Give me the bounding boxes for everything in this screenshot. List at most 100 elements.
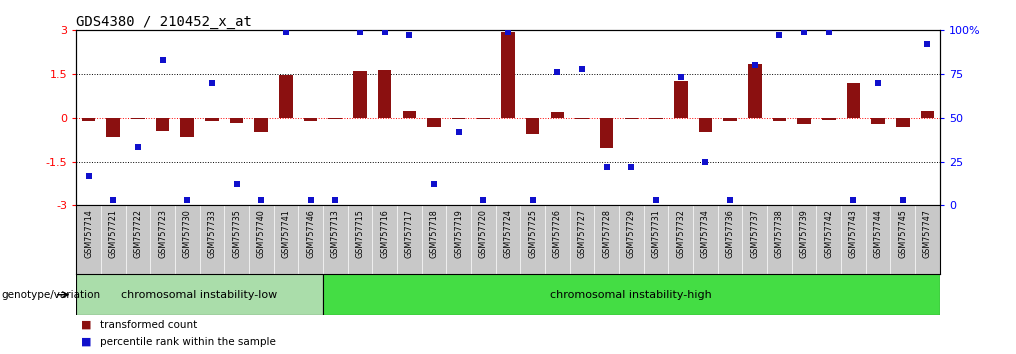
Bar	[625, 118, 638, 119]
Bar	[304, 118, 317, 121]
Text: GSM757716: GSM757716	[380, 209, 389, 257]
Point	[919, 41, 936, 47]
Bar	[205, 118, 218, 121]
Bar	[131, 118, 144, 119]
Text: GSM757732: GSM757732	[677, 209, 685, 258]
Point	[229, 182, 245, 187]
Point	[796, 29, 812, 35]
Bar	[402, 111, 417, 118]
Point	[426, 182, 442, 187]
Bar	[452, 118, 465, 119]
Text: percentile rank within the sample: percentile rank within the sample	[100, 337, 275, 347]
Text: GSM757737: GSM757737	[750, 209, 759, 258]
Point	[327, 197, 343, 203]
Point	[895, 197, 911, 203]
Point	[303, 197, 319, 203]
Text: GSM757718: GSM757718	[430, 209, 439, 257]
Text: GSM757724: GSM757724	[504, 209, 512, 258]
Text: GSM757745: GSM757745	[898, 209, 907, 258]
Point	[550, 69, 566, 75]
Text: GSM757736: GSM757736	[725, 209, 735, 257]
Point	[574, 66, 590, 72]
Bar	[551, 113, 564, 118]
Point	[524, 197, 541, 203]
Text: GSM757746: GSM757746	[306, 209, 315, 257]
Text: GSM757714: GSM757714	[84, 209, 93, 257]
Point	[352, 29, 368, 35]
Bar	[896, 118, 909, 127]
Point	[845, 197, 862, 203]
Bar	[748, 64, 762, 118]
Bar	[822, 118, 835, 120]
Text: GSM757723: GSM757723	[158, 209, 167, 258]
Text: GSM757739: GSM757739	[800, 209, 809, 258]
Point	[673, 75, 689, 80]
Text: GSM757733: GSM757733	[207, 209, 216, 257]
Point	[623, 164, 639, 170]
Bar	[575, 118, 589, 119]
Point	[105, 197, 121, 203]
Text: GSM757713: GSM757713	[331, 209, 339, 257]
Bar	[76, 274, 323, 315]
Point	[598, 164, 615, 170]
Text: GSM757715: GSM757715	[356, 209, 365, 258]
Point	[253, 197, 269, 203]
Point	[401, 33, 418, 38]
Text: GSM757719: GSM757719	[454, 209, 463, 258]
Point	[204, 80, 220, 85]
Bar	[674, 81, 688, 118]
Point	[475, 197, 492, 203]
Bar	[798, 118, 811, 124]
Text: GSM757717: GSM757717	[404, 209, 414, 258]
Text: GSM757726: GSM757726	[553, 209, 562, 258]
Text: GSM757743: GSM757743	[849, 209, 858, 257]
Bar	[107, 118, 120, 137]
Text: GSM757747: GSM757747	[923, 209, 932, 258]
Bar	[477, 118, 490, 119]
Text: GSM757729: GSM757729	[627, 209, 636, 258]
Text: GDS4380 / 210452_x_at: GDS4380 / 210452_x_at	[76, 15, 252, 29]
Point	[80, 173, 97, 178]
Point	[821, 29, 837, 35]
Bar	[649, 118, 662, 119]
Text: ■: ■	[81, 320, 91, 330]
Bar	[81, 118, 96, 121]
Bar	[279, 75, 293, 118]
Bar	[872, 118, 885, 124]
Bar	[846, 82, 861, 118]
Text: GSM757725: GSM757725	[528, 209, 537, 258]
Text: GSM757738: GSM757738	[775, 209, 784, 257]
Text: GSM757721: GSM757721	[109, 209, 118, 258]
Text: GSM757735: GSM757735	[232, 209, 241, 258]
Text: GSM757727: GSM757727	[577, 209, 586, 258]
Text: GSM757731: GSM757731	[651, 209, 660, 257]
Point	[450, 129, 466, 135]
Point	[747, 62, 763, 68]
Text: GSM757728: GSM757728	[602, 209, 612, 258]
Text: GSM757744: GSM757744	[874, 209, 883, 257]
Point	[377, 29, 393, 35]
Text: transformed count: transformed count	[100, 320, 197, 330]
Bar	[699, 118, 712, 132]
Text: GSM757740: GSM757740	[257, 209, 266, 257]
Text: GSM757741: GSM757741	[281, 209, 291, 257]
Point	[179, 197, 195, 203]
Bar	[354, 71, 367, 118]
Text: GSM757730: GSM757730	[183, 209, 192, 257]
Text: GSM757720: GSM757720	[479, 209, 488, 258]
Text: genotype/variation: genotype/variation	[1, 290, 101, 300]
Bar	[501, 32, 515, 118]
Point	[722, 197, 739, 203]
Point	[154, 57, 171, 63]
Text: GSM757722: GSM757722	[133, 209, 142, 258]
Bar	[181, 118, 194, 137]
Point	[277, 29, 294, 35]
Bar	[723, 118, 737, 121]
Point	[648, 197, 664, 203]
Text: ■: ■	[81, 337, 91, 347]
Bar	[427, 118, 441, 127]
Point	[130, 145, 146, 150]
Bar	[254, 118, 268, 132]
Text: chromosomal instability-low: chromosomal instability-low	[122, 290, 277, 300]
Point	[870, 80, 886, 85]
